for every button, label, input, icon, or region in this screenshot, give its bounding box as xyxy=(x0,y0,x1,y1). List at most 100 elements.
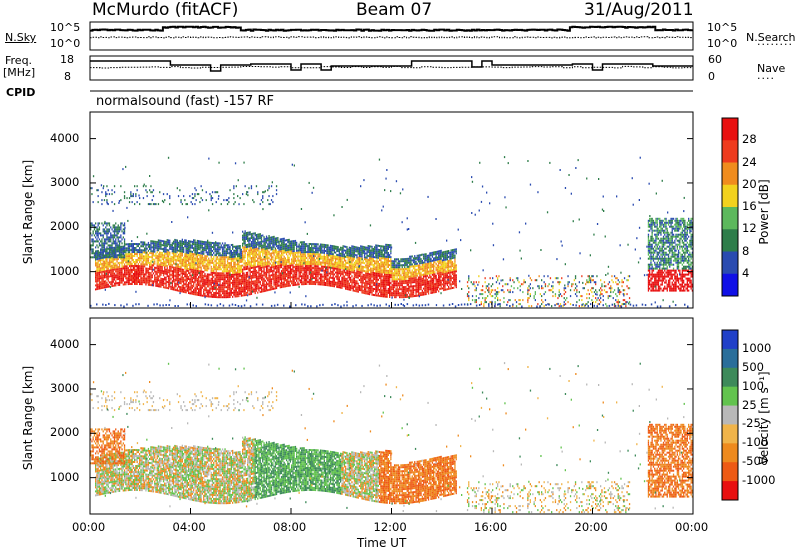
power-cell xyxy=(156,255,158,258)
power-cell xyxy=(259,287,261,289)
power-cell xyxy=(355,254,357,257)
power-cell xyxy=(203,264,205,267)
power-cell xyxy=(169,271,171,274)
power-cell xyxy=(225,266,227,269)
power-cell xyxy=(160,255,162,258)
power-cell xyxy=(205,255,207,258)
power-cell xyxy=(265,245,268,248)
power-cell xyxy=(352,279,354,282)
power-cell xyxy=(126,253,128,256)
power-cell xyxy=(235,251,237,254)
power-cell xyxy=(221,242,224,245)
power-cell xyxy=(128,261,131,264)
power-cell xyxy=(141,283,143,286)
power-cell xyxy=(302,277,304,280)
power-cell xyxy=(273,283,275,286)
power-cell xyxy=(259,251,261,254)
power-cell xyxy=(345,283,347,286)
power-cell xyxy=(370,249,372,252)
power-cell xyxy=(370,257,372,260)
power-cell xyxy=(370,267,372,270)
power-cell xyxy=(367,290,369,293)
power-cell xyxy=(368,265,371,268)
power-cell xyxy=(126,247,128,250)
power-cell xyxy=(239,259,241,261)
power-cell xyxy=(376,254,378,257)
power-cell xyxy=(159,255,161,258)
power-cell xyxy=(352,263,354,266)
power-cell xyxy=(262,240,264,243)
power-cell xyxy=(284,279,286,282)
power-cell xyxy=(156,249,158,252)
power-cell xyxy=(394,292,396,295)
power-cell xyxy=(103,284,106,287)
power-cell xyxy=(294,277,297,280)
power-cell xyxy=(189,254,191,257)
power-cell xyxy=(101,263,103,265)
power-cell xyxy=(110,275,112,278)
power-cell xyxy=(216,258,219,261)
power-cell xyxy=(190,286,192,289)
power-cell xyxy=(203,292,205,295)
power-cell xyxy=(286,275,288,278)
power-cell xyxy=(145,243,147,246)
power-cell xyxy=(263,270,265,273)
power-cell xyxy=(240,286,242,289)
power-cell xyxy=(308,247,310,249)
power-cell xyxy=(386,253,388,256)
power-cell xyxy=(384,251,386,254)
power-cell xyxy=(121,279,123,282)
power-cell xyxy=(299,247,302,250)
power-cell xyxy=(336,255,338,258)
power-cell xyxy=(122,277,124,280)
power-cell xyxy=(233,271,235,274)
power-cell xyxy=(127,263,129,266)
power-cell xyxy=(323,275,325,278)
power-cell xyxy=(377,250,379,253)
power-cell xyxy=(151,250,153,253)
power-cell xyxy=(282,267,284,270)
power-cell xyxy=(213,284,215,286)
power-cell xyxy=(203,288,205,291)
power-cell xyxy=(216,274,219,277)
power-cell xyxy=(237,249,239,252)
power-cell xyxy=(240,276,242,279)
power-cell xyxy=(205,275,207,278)
power-cell xyxy=(232,265,234,268)
power-cell xyxy=(240,270,242,273)
power-cell xyxy=(107,269,109,272)
power-cell xyxy=(287,255,289,257)
power-cell xyxy=(287,276,289,279)
power-cell xyxy=(170,263,172,266)
power-cell xyxy=(247,245,249,248)
power-cell xyxy=(243,290,245,293)
power-cell xyxy=(215,272,217,275)
power-cell xyxy=(205,243,207,246)
power-cell xyxy=(247,273,249,276)
power-cell xyxy=(224,282,226,285)
power-cell xyxy=(229,286,231,288)
power-cell xyxy=(302,245,304,248)
power-cell xyxy=(218,278,220,281)
power-cell xyxy=(368,253,371,256)
power-cell xyxy=(357,270,359,273)
power-cell xyxy=(152,246,155,249)
power-cell xyxy=(151,246,153,249)
power-cell xyxy=(313,257,315,260)
power-cell xyxy=(125,257,127,260)
power-cell xyxy=(341,248,343,251)
power-cell xyxy=(96,278,98,281)
power-cell xyxy=(262,284,264,287)
power-cell xyxy=(294,257,297,260)
power-cell xyxy=(299,257,302,260)
power-cell xyxy=(249,249,251,252)
power-cell xyxy=(262,234,264,237)
power-cell xyxy=(177,245,180,248)
power-cell xyxy=(226,244,229,247)
power-cell xyxy=(100,259,102,262)
power-cell xyxy=(291,264,293,267)
power-cell xyxy=(205,257,207,260)
power-cell xyxy=(319,283,322,286)
power-cell xyxy=(144,281,146,284)
power-cell xyxy=(397,262,400,265)
